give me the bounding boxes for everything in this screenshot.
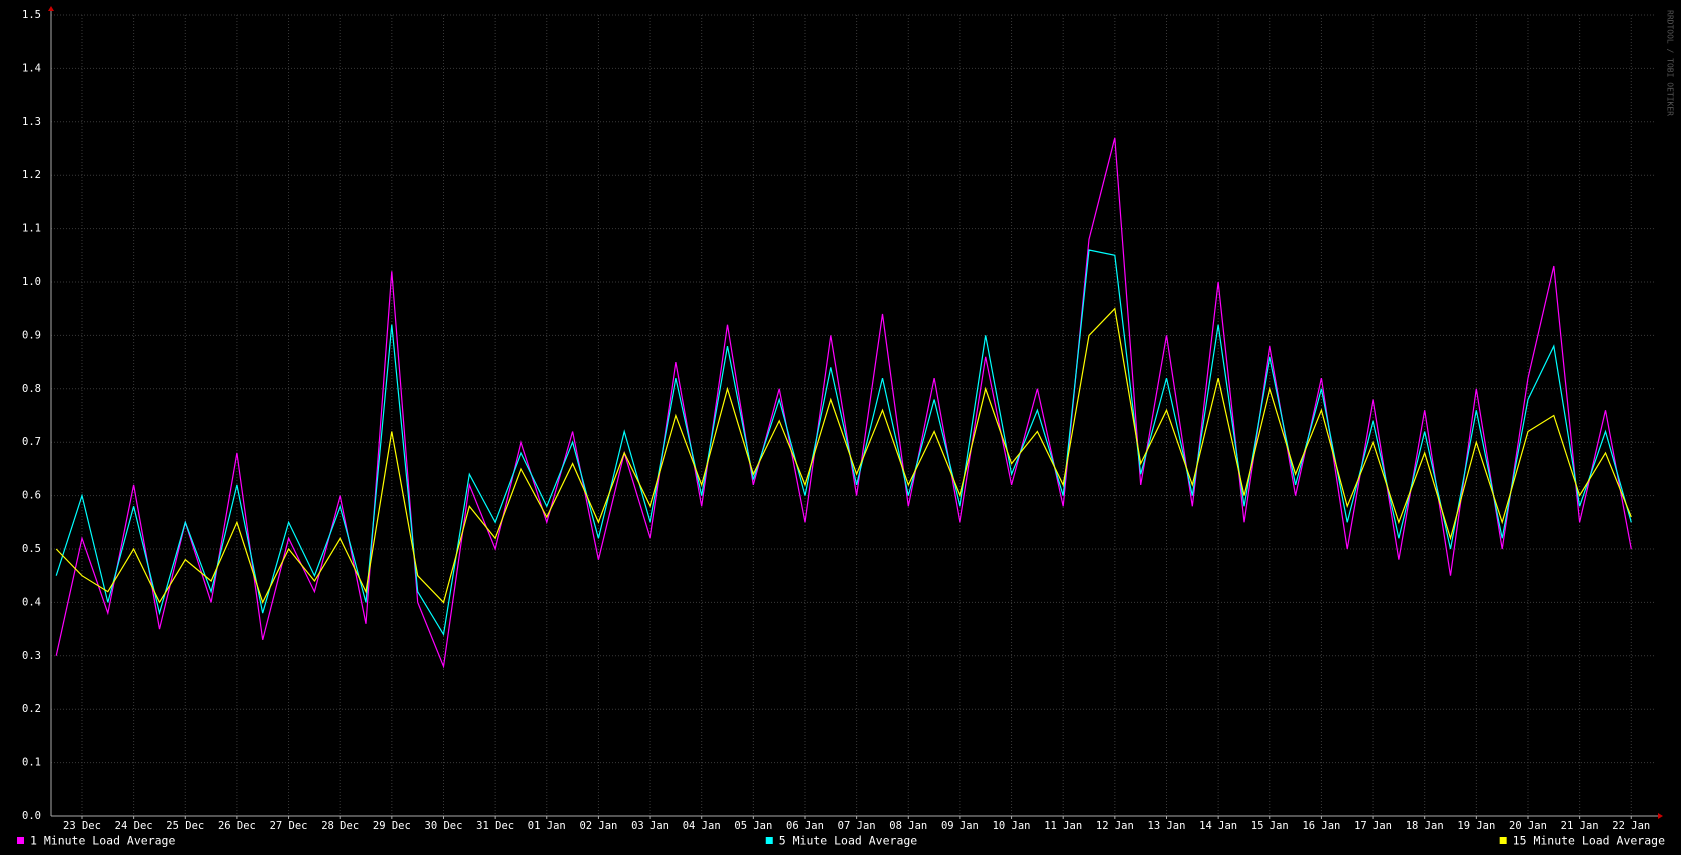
- y-tick-label: 0.9: [22, 329, 41, 341]
- watermark: RRDTOOL / TOBI OETIKER: [1666, 10, 1675, 116]
- x-tick-label: 29 Dec: [373, 820, 411, 832]
- x-tick-label: 24 Dec: [115, 820, 153, 832]
- axes: 0.0 0.1 0.2 0.3 0.4 0.5 0.6 0.7 0.8 0.9 1.0 1.1 1.2 1…: [22, 6, 1663, 832]
- x-tick-label: 06 Jan: [786, 820, 824, 832]
- legend-label: 15 Minute Load Average: [1513, 834, 1665, 848]
- x-tick-label: 15 Jan: [1251, 820, 1289, 832]
- y-tick-label: 1.3: [22, 116, 41, 128]
- legend-label: 5 Miute Load Average: [779, 834, 918, 848]
- x-tick-label: 14 Jan: [1199, 820, 1237, 832]
- y-tick-label: 1.5: [22, 9, 41, 21]
- y-tick-label: 1.2: [22, 169, 41, 181]
- series-line: [55, 307, 1632, 605]
- x-tick-label: 16 Jan: [1302, 820, 1340, 832]
- legend-swatch: [17, 837, 24, 844]
- x-tick-label: 09 Jan: [941, 820, 979, 832]
- x-tick-label: 19 Jan: [1457, 820, 1495, 832]
- series-line: [55, 137, 1632, 669]
- x-tick-label: 12 Jan: [1096, 820, 1134, 832]
- series-line: [55, 249, 1632, 637]
- axis-arrow: [1658, 813, 1663, 819]
- x-tick-label: 07 Jan: [838, 820, 876, 832]
- x-tick-label: 26 Dec: [218, 820, 256, 832]
- y-tick-label: 0.6: [22, 490, 41, 502]
- x-tick-label: 08 Jan: [889, 820, 927, 832]
- x-tick-label: 28 Dec: [321, 820, 359, 832]
- y-tick-label: 1.0: [22, 276, 41, 288]
- x-tick-label: 02 Jan: [579, 820, 617, 832]
- y-tick-label: 0.1: [22, 757, 41, 769]
- y-tick-label: 0.8: [22, 383, 41, 395]
- x-tick-label: 11 Jan: [1044, 820, 1082, 832]
- x-tick-label: 01 Jan: [528, 820, 566, 832]
- y-tick-label: 0.2: [22, 703, 41, 715]
- y-tick-label: 0.4: [22, 596, 41, 608]
- x-tick-label: 31 Dec: [476, 820, 514, 832]
- x-tick-label: 13 Jan: [1148, 820, 1186, 832]
- y-tick-label: 1.4: [22, 62, 41, 74]
- x-tick-label: 10 Jan: [993, 820, 1031, 832]
- legend: 1 Minute Load Average 5 Miute Load Averag…: [17, 834, 1665, 848]
- legend-swatch: [765, 837, 773, 844]
- x-tick-label: 04 Jan: [683, 820, 721, 832]
- plot-area: [55, 137, 1632, 669]
- y-tick-label: 0.7: [22, 436, 41, 448]
- grid: [51, 14, 1654, 817]
- y-tick-label: 1.1: [22, 223, 41, 235]
- x-tick-label: 30 Dec: [425, 820, 463, 832]
- x-tick-label: 21 Jan: [1561, 820, 1599, 832]
- x-tick-label: 23 Dec: [63, 820, 101, 832]
- legend-label: 1 Minute Load Average: [30, 834, 175, 848]
- x-tick-label: 27 Dec: [270, 820, 308, 832]
- x-tick-label: 03 Jan: [631, 820, 669, 832]
- x-tick-label: 20 Jan: [1509, 820, 1547, 832]
- y-tick-label: 0.0: [22, 810, 41, 822]
- x-tick-label: 18 Jan: [1406, 820, 1444, 832]
- x-tick-label: 22 Jan: [1612, 820, 1650, 832]
- legend-swatch: [1499, 837, 1507, 844]
- axis-arrow: [48, 6, 54, 11]
- y-tick-label: 0.3: [22, 650, 41, 662]
- x-tick-label: 25 Dec: [166, 820, 204, 832]
- x-tick-label: 17 Jan: [1354, 820, 1392, 832]
- y-tick-label: 0.5: [22, 543, 41, 555]
- x-tick-label: 05 Jan: [734, 820, 772, 832]
